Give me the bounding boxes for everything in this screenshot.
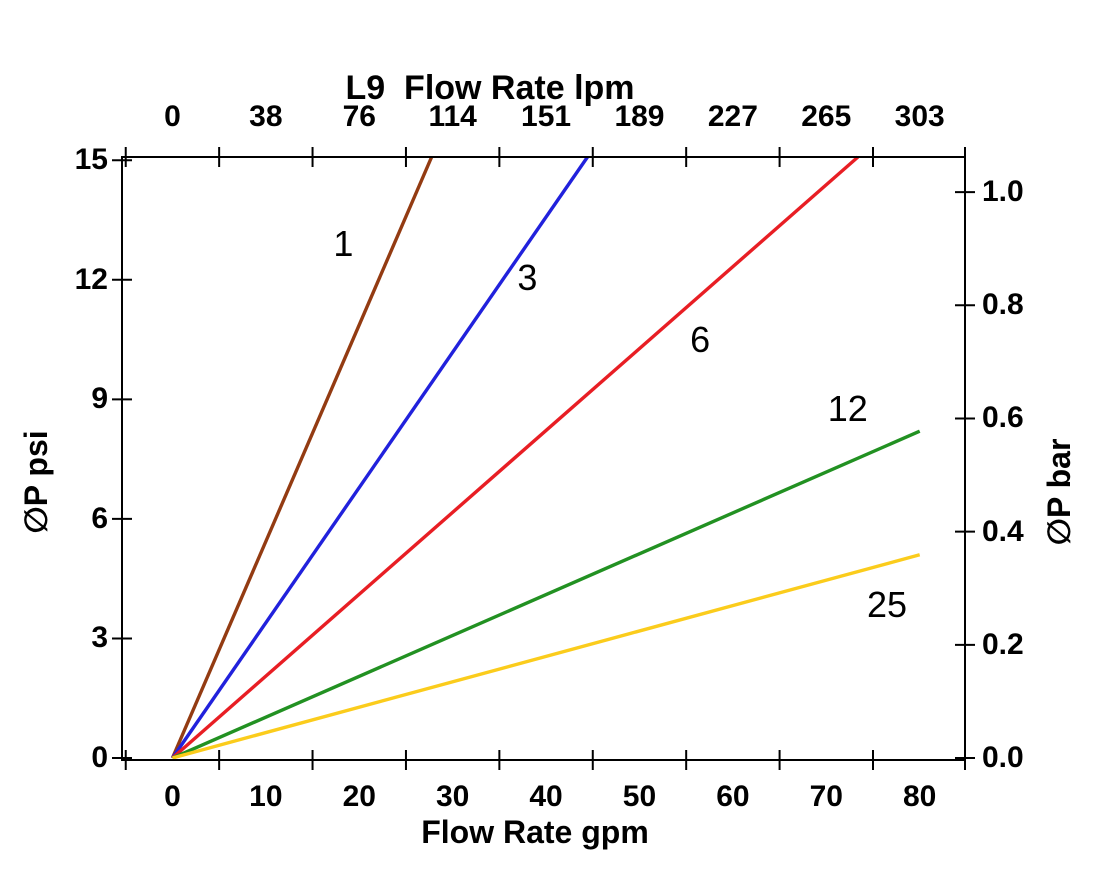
right-axis-tick-label: 1.0	[982, 175, 1024, 209]
bottom-axis-tick-label: 60	[716, 780, 750, 813]
top-axis-tick-label: 76	[342, 100, 376, 133]
bottom-axis-tick-label: 40	[529, 780, 563, 813]
right-axis-tick-label: 0.6	[982, 401, 1024, 435]
bottom-axis-tick-label: 10	[249, 780, 283, 813]
plot-border	[121, 156, 966, 761]
top-axis-tick-label: 265	[801, 100, 852, 133]
series-line-12	[171, 429, 921, 760]
right-axis-tick-label: 0.0	[982, 741, 1024, 774]
top-axis-tick-label: 189	[614, 100, 665, 133]
series-label-1: 1	[333, 222, 354, 264]
left-axis-tick-label: 6	[91, 501, 108, 535]
left-axis-tick-label: 12	[74, 262, 108, 296]
bottom-axis-tick-label: 20	[342, 780, 376, 813]
left-axis-tick-label: 3	[91, 621, 108, 655]
bottom-axis-tick-label: 80	[903, 780, 937, 813]
top-axis-tick-label: 0	[164, 100, 181, 133]
top-axis-title: L9 Flow Rate lpm	[345, 69, 635, 107]
top-axis-tick-label: 227	[707, 100, 758, 133]
series-line-6	[171, 155, 860, 760]
series-line-25	[171, 553, 921, 760]
bottom-axis-tick-label: 50	[622, 780, 657, 813]
left-axis-tick-label: 9	[91, 382, 108, 416]
top-axis-tick-label: 38	[249, 100, 283, 133]
top-axis-tick-label: 303	[894, 100, 945, 133]
series-label-12: 12	[827, 388, 868, 430]
series-label-3: 3	[517, 256, 538, 298]
series-line-3	[171, 156, 589, 759]
right-axis-title: ∅P bar	[1041, 438, 1077, 546]
top-axis-tick-label: 151	[521, 100, 572, 133]
series-line-1	[170, 156, 434, 759]
series-label-6: 6	[690, 318, 711, 360]
top-axis-tick-label: 114	[428, 100, 477, 133]
left-axis-tick-label: 15	[74, 143, 108, 177]
bottom-axis-tick-label: 30	[435, 780, 470, 813]
left-axis-title: ∅P psi	[18, 430, 54, 534]
series-label-25: 25	[866, 583, 908, 625]
right-axis-tick-label: 0.4	[982, 514, 1024, 548]
left-axis-tick-label: 0	[91, 741, 108, 774]
bottom-axis-tick-label: 70	[809, 780, 843, 813]
right-axis-tick-label: 0.8	[982, 288, 1024, 322]
bottom-axis-title: Flow Rate gpm	[421, 814, 649, 850]
right-axis-tick-label: 0.2	[982, 627, 1024, 661]
bottom-axis-tick-label: 0	[164, 780, 181, 813]
